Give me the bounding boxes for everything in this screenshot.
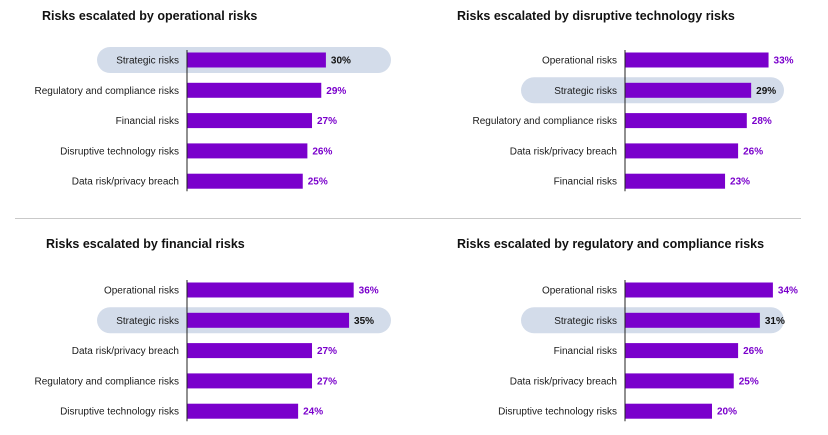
category-label: Financial risks xyxy=(554,346,617,357)
category-label: Operational risks xyxy=(104,286,179,297)
bar xyxy=(187,312,350,328)
category-label: Regulatory and compliance risks xyxy=(472,116,617,127)
data-label: 29% xyxy=(756,86,776,97)
bar-chart: Operational risks 33% Strategic risks 29% Re… xyxy=(472,50,794,192)
data-label: 29% xyxy=(326,86,346,97)
chart-panel-disruptive-technology: Risks escalated by disruptive technology… xyxy=(414,0,828,218)
data-label: 35% xyxy=(354,316,374,327)
bar xyxy=(187,343,313,359)
bar xyxy=(625,343,739,359)
data-label: 26% xyxy=(743,346,763,357)
category-label: Operational risks xyxy=(542,56,617,67)
section-divider xyxy=(15,218,801,219)
data-label: 27% xyxy=(317,116,337,127)
data-label: 33% xyxy=(774,56,794,67)
bar xyxy=(625,282,773,298)
category-label: Disruptive technology risks xyxy=(60,146,179,157)
data-label: 20% xyxy=(717,407,737,418)
chart-panel-operational: Risks escalated by operational risks Str… xyxy=(0,0,414,218)
chart-title: Risks escalated by disruptive technology… xyxy=(457,9,735,23)
chart-title: Risks escalated by operational risks xyxy=(42,9,258,23)
data-label: 25% xyxy=(308,177,328,188)
bar xyxy=(187,113,313,129)
category-label: Operational risks xyxy=(542,286,617,297)
data-label: 31% xyxy=(765,316,785,327)
bar xyxy=(625,373,734,389)
bar xyxy=(625,403,712,419)
data-label: 26% xyxy=(312,146,332,157)
category-label: Financial risks xyxy=(554,177,617,188)
bar xyxy=(625,312,760,328)
category-label: Regulatory and compliance risks xyxy=(34,376,179,387)
bar xyxy=(625,82,752,98)
bar xyxy=(625,143,739,159)
bar xyxy=(187,173,303,189)
data-label: 36% xyxy=(359,286,379,297)
category-label: Strategic risks xyxy=(116,316,179,327)
data-label: 27% xyxy=(317,346,337,357)
bar xyxy=(187,373,313,389)
chart-title: Risks escalated by regulatory and compli… xyxy=(457,237,765,251)
bar-chart: Operational risks 36% Strategic risks 35% Da… xyxy=(34,280,391,422)
bar xyxy=(625,173,726,189)
category-label: Data risk/privacy breach xyxy=(72,346,179,357)
data-label: 23% xyxy=(730,177,750,188)
data-label: 34% xyxy=(778,286,798,297)
category-label: Financial risks xyxy=(116,116,179,127)
data-label: 24% xyxy=(303,407,323,418)
category-label: Strategic risks xyxy=(116,56,179,67)
category-label: Data risk/privacy breach xyxy=(510,146,617,157)
bar xyxy=(625,52,769,68)
chart-panel-financial: Risks escalated by financial risks Opera… xyxy=(0,228,414,435)
data-label: 28% xyxy=(752,116,772,127)
bar xyxy=(187,52,326,68)
category-label: Disruptive technology risks xyxy=(498,407,617,418)
data-label: 27% xyxy=(317,376,337,387)
category-label: Disruptive technology risks xyxy=(60,407,179,418)
bar xyxy=(187,282,354,298)
category-label: Strategic risks xyxy=(554,86,617,97)
data-label: 26% xyxy=(743,146,763,157)
bar xyxy=(187,82,322,98)
bar-chart: Operational risks 34% Strategic risks 31% Fi… xyxy=(498,280,798,422)
bar xyxy=(625,113,747,129)
chart-title: Risks escalated by financial risks xyxy=(46,237,245,251)
category-label: Regulatory and compliance risks xyxy=(34,86,179,97)
chart-panel-regulatory-compliance: Risks escalated by regulatory and compli… xyxy=(414,228,828,435)
data-label: 25% xyxy=(739,376,759,387)
category-label: Data risk/privacy breach xyxy=(510,376,617,387)
bar xyxy=(187,143,308,159)
category-label: Data risk/privacy breach xyxy=(72,177,179,188)
bar-chart: Strategic risks 30% Regulatory and complia… xyxy=(34,47,391,192)
data-label: 30% xyxy=(331,56,351,67)
bar xyxy=(187,403,299,419)
category-label: Strategic risks xyxy=(554,316,617,327)
